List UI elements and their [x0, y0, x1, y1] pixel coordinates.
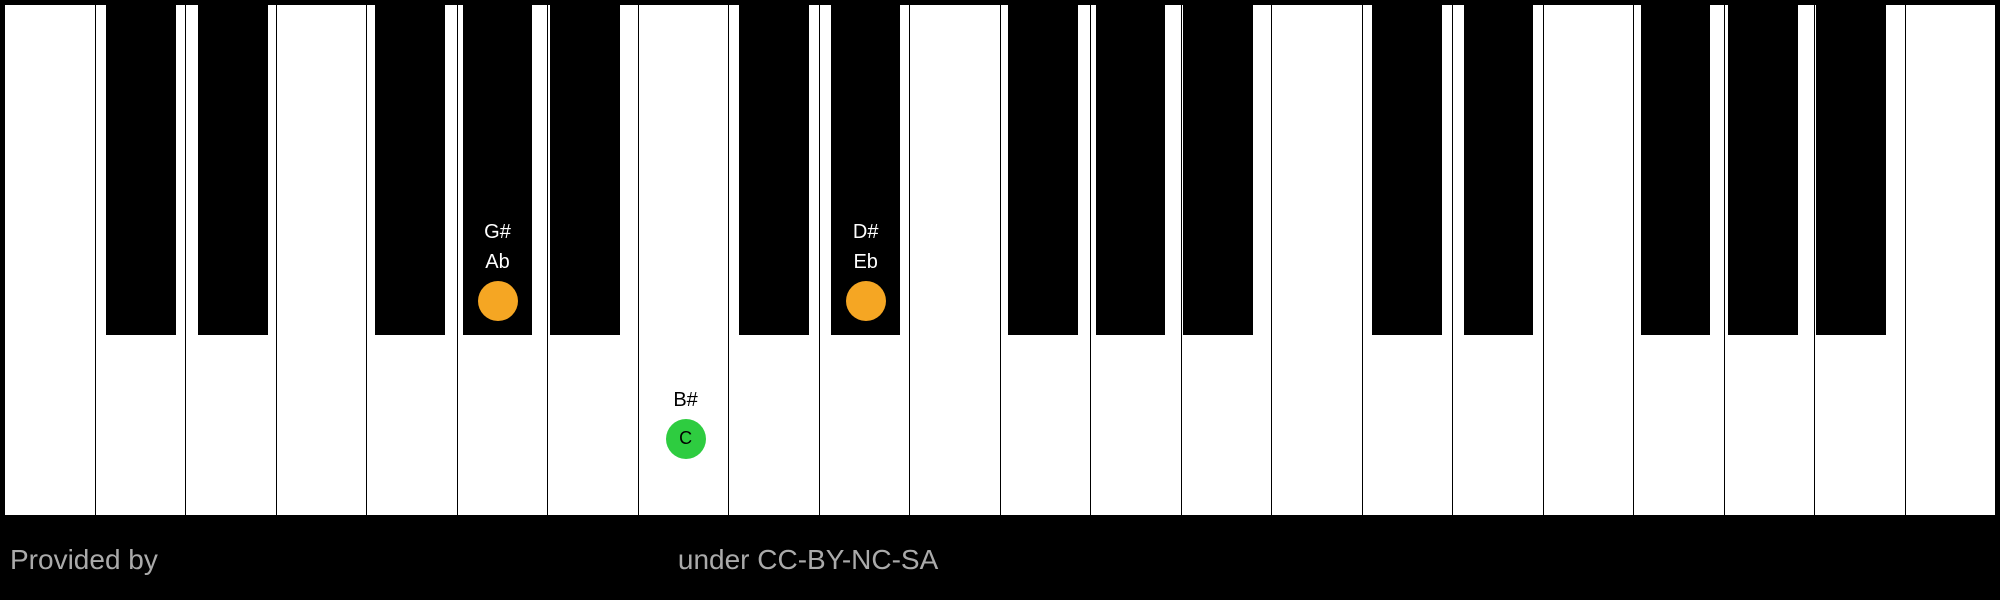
white-keys-row — [5, 5, 1995, 515]
white-key — [186, 5, 277, 515]
piano-diagram: G# Ab C B# D# Eb Provided by under CC-BY-NC-S… — [0, 0, 2000, 600]
provided-by-text: Provided by — [10, 544, 158, 576]
white-key — [910, 5, 1001, 515]
white-key — [96, 5, 187, 515]
note-label: Eb — [853, 251, 877, 274]
white-key — [1544, 5, 1635, 515]
note-label: G# — [484, 221, 511, 244]
white-key — [5, 5, 96, 515]
white-key — [548, 5, 639, 515]
white-key — [729, 5, 820, 515]
white-key — [1453, 5, 1544, 515]
white-key — [1725, 5, 1816, 515]
note-label: Ab — [485, 251, 509, 274]
eb-marker — [846, 281, 886, 321]
white-key — [1363, 5, 1454, 515]
note-label: D# — [853, 221, 879, 244]
white-key — [1091, 5, 1182, 515]
c-marker: C — [666, 419, 706, 459]
note-label: B# — [673, 389, 697, 412]
white-key — [367, 5, 458, 515]
white-key — [1634, 5, 1725, 515]
white-key — [1906, 5, 1996, 515]
white-key — [1815, 5, 1906, 515]
white-key — [277, 5, 368, 515]
ab-marker — [478, 281, 518, 321]
keyboard: G# Ab C B# D# Eb — [5, 5, 1995, 515]
white-key — [1182, 5, 1273, 515]
white-key — [1272, 5, 1363, 515]
license-text: under CC-BY-NC-SA — [678, 544, 938, 576]
attribution-footer: Provided by under CC-BY-NC-SA — [0, 520, 2000, 600]
white-key — [1001, 5, 1092, 515]
